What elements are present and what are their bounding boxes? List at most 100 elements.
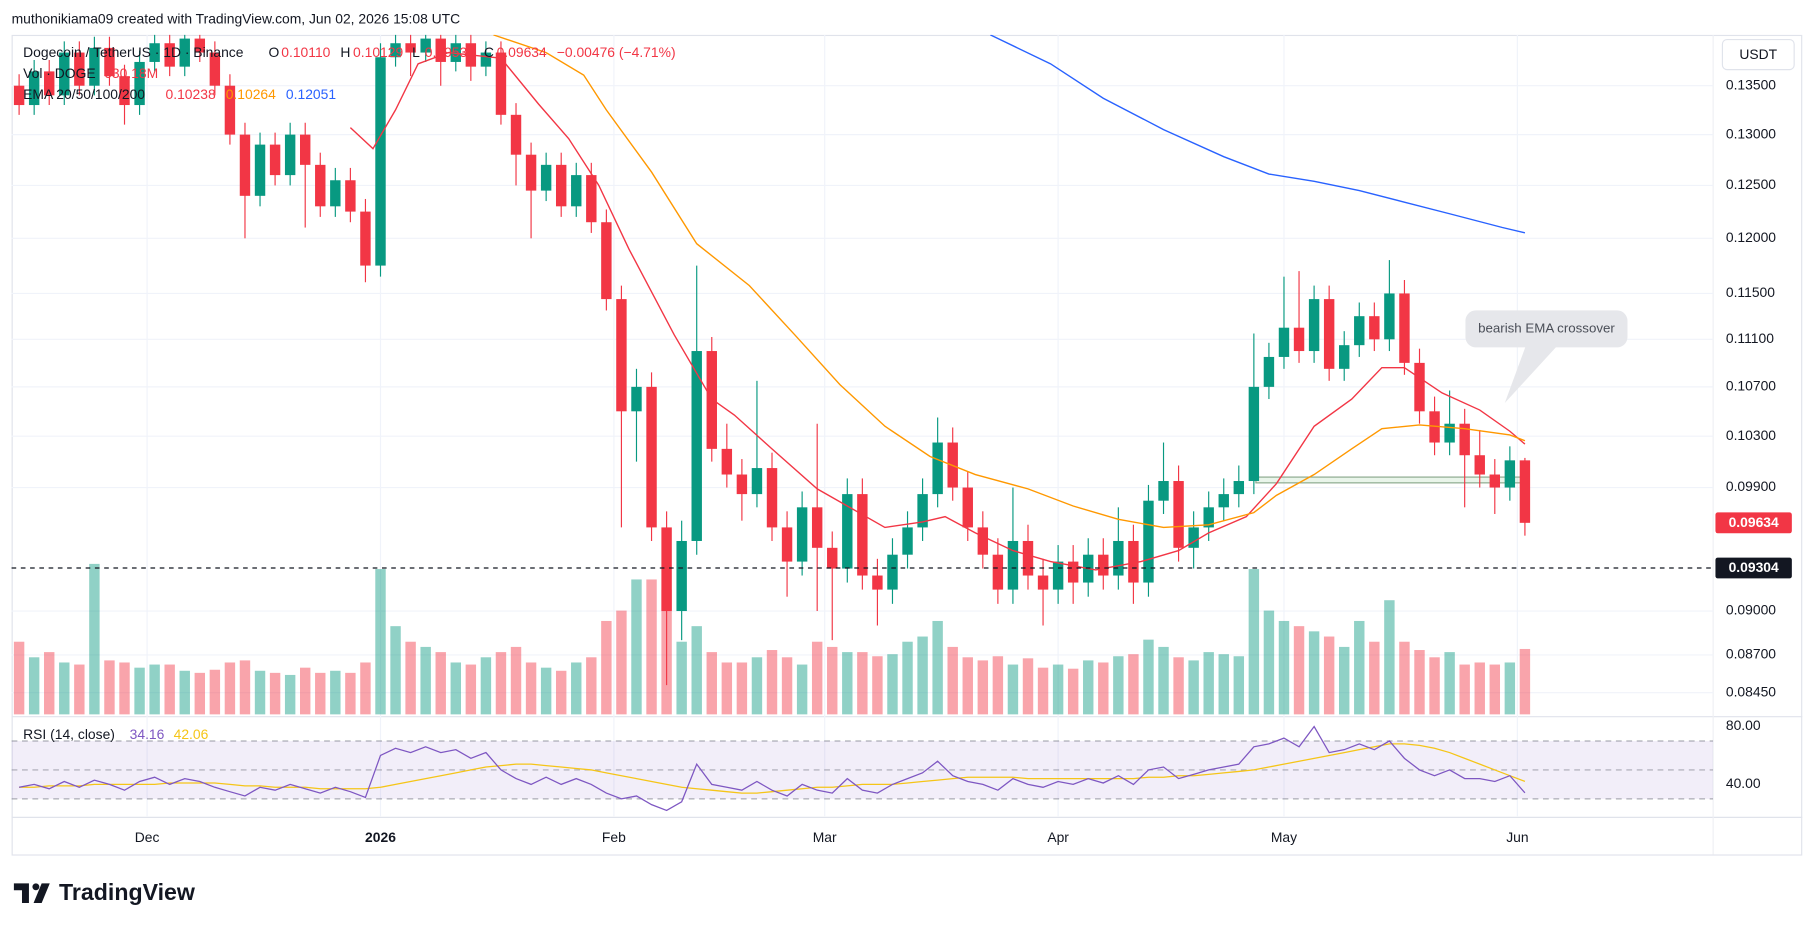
volume-bar	[1504, 662, 1516, 715]
candle-body	[1203, 507, 1214, 528]
candle-body	[706, 351, 717, 449]
candle-body	[254, 144, 266, 196]
volume-bar	[194, 672, 206, 715]
candle-body	[1173, 481, 1184, 548]
volume-bar	[887, 654, 898, 715]
volume-bar	[827, 646, 838, 715]
volume-bar	[149, 664, 160, 715]
callout-box	[1465, 310, 1628, 348]
candle-body	[616, 299, 627, 412]
volume-bar	[28, 657, 40, 715]
candle-body	[1113, 540, 1124, 576]
volume-bar	[706, 652, 717, 715]
volume-bar	[315, 672, 326, 715]
candle-body	[1128, 540, 1139, 583]
ohlc-key: H	[340, 44, 350, 60]
candle-body	[676, 540, 687, 612]
candle-body	[1504, 460, 1516, 488]
candle-body	[992, 554, 1004, 590]
ema-lines	[349, 34, 1526, 571]
volume-bar	[1474, 662, 1485, 715]
candle-body	[1248, 386, 1260, 482]
volume-bar	[977, 660, 989, 715]
volume-bar	[1037, 667, 1049, 715]
candle-body	[480, 52, 492, 67]
candle-body	[902, 527, 913, 555]
candle-body	[345, 180, 356, 212]
candle-body	[119, 76, 130, 106]
candle-body	[962, 487, 973, 528]
y-tick-label: 0.12500	[1726, 176, 1776, 192]
currency-box	[1721, 38, 1795, 71]
volume-bar	[254, 670, 266, 715]
volume-bar	[134, 667, 145, 715]
axes: Dec 2026 Feb Mar Apr May Jun 0.13500 0.13000 0.12…	[11, 76, 1792, 845]
ohlc-value: 0.10110	[281, 44, 330, 60]
rsi-line	[18, 725, 1526, 812]
ema-value: 0.10238	[166, 86, 216, 102]
volume-bar	[676, 641, 687, 715]
volume-bar	[555, 670, 567, 715]
ema-line	[990, 34, 1526, 234]
volume-bar	[1369, 641, 1380, 715]
volume-bar	[1158, 646, 1169, 715]
candle-body	[827, 547, 838, 569]
candle-body	[631, 386, 642, 412]
candle-body	[1233, 481, 1245, 495]
candles	[13, 34, 1531, 686]
volume-bar	[44, 652, 55, 715]
y-tick-label: 0.11500	[1726, 284, 1775, 300]
volume-bar	[631, 579, 642, 715]
candle-body	[1354, 316, 1365, 346]
brand: TradingView	[13, 879, 196, 905]
y-tick-label: 0.08450	[1726, 683, 1776, 699]
candle-body	[435, 38, 446, 62]
x-tick-label: Mar	[813, 829, 837, 845]
volume-bar	[1128, 654, 1139, 715]
candle-body	[1067, 561, 1079, 583]
volume-bar	[450, 662, 461, 715]
candle-body	[736, 474, 748, 495]
candle-body	[540, 164, 552, 191]
volume-bar	[239, 660, 251, 715]
volume-bar	[1293, 626, 1305, 715]
candle-body	[224, 85, 236, 135]
candle-body	[420, 38, 431, 53]
candle-body	[661, 527, 672, 612]
candle-body	[1052, 561, 1064, 590]
x-tick-label: Apr	[1047, 829, 1069, 845]
candle-body	[1459, 423, 1470, 456]
volume-bar	[495, 652, 507, 715]
candle-body	[239, 134, 251, 196]
volume-bar	[269, 672, 281, 715]
candle-body	[1323, 299, 1335, 369]
volume-bar	[1278, 620, 1290, 715]
candle-body	[872, 575, 883, 590]
brand-logo	[13, 883, 29, 904]
volume-bar	[1113, 656, 1124, 715]
candle-body	[450, 43, 461, 62]
y-tick-label: 0.12000	[1726, 229, 1776, 245]
candle-body	[510, 114, 522, 155]
candle-body	[1384, 293, 1395, 340]
volume-bar	[119, 662, 130, 715]
volume-bar	[510, 646, 522, 715]
volume-bar	[796, 664, 808, 715]
candle-body	[495, 52, 507, 115]
volume-bar	[1083, 660, 1094, 715]
volume-bar	[736, 662, 748, 715]
volume-bar	[1459, 664, 1470, 715]
candle-body	[1263, 356, 1275, 387]
volume-bar	[1308, 631, 1320, 715]
volume-bar	[1218, 654, 1229, 715]
brand-name: TradingView	[59, 879, 196, 905]
x-tick-label: 2026	[365, 829, 396, 845]
candle-body	[315, 164, 326, 207]
volume-bar	[375, 569, 386, 715]
volume-bar	[435, 652, 446, 715]
candle-body	[1037, 575, 1049, 590]
candle-body	[1022, 540, 1034, 576]
candle-body	[269, 144, 281, 176]
volume-bar	[540, 667, 552, 715]
